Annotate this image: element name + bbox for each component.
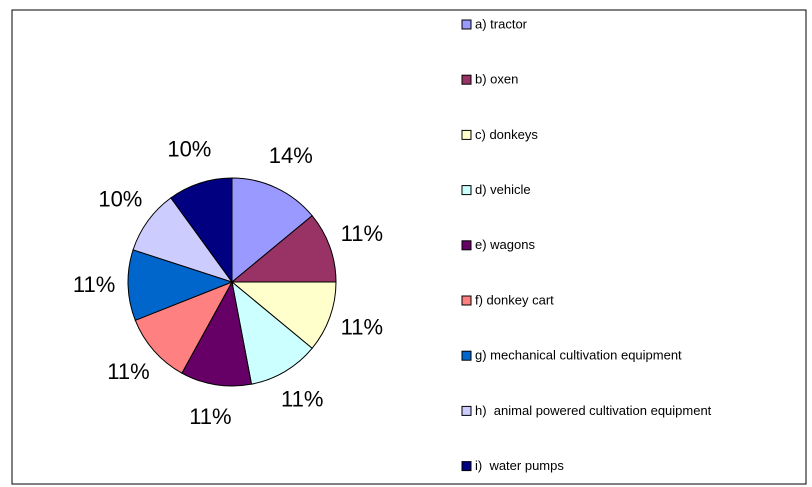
legend-swatch xyxy=(461,185,472,196)
value-label: 10% xyxy=(98,187,142,212)
value-label: 10% xyxy=(167,137,211,162)
legend-swatch xyxy=(461,129,472,140)
pie-slice xyxy=(170,177,233,284)
legend-label: h) animal powered cultivation equipment xyxy=(475,403,712,418)
legend-label: a) tractor xyxy=(475,16,528,31)
legend-swatch xyxy=(461,240,472,251)
legend-label: d) vehicle xyxy=(475,182,531,197)
legend-swatch xyxy=(461,461,472,472)
value-label: 11% xyxy=(189,404,231,429)
value-label: 11% xyxy=(107,359,149,384)
value-label: 11% xyxy=(281,387,323,412)
legend-swatch xyxy=(461,74,472,85)
legend-label: b) oxen xyxy=(475,72,518,87)
legend-swatch xyxy=(461,19,472,30)
pie-slice xyxy=(127,249,234,321)
pie-slice xyxy=(231,177,313,284)
legend-label: c) donkeys xyxy=(475,127,538,142)
pie-slice xyxy=(231,280,313,385)
pie-slice xyxy=(181,280,253,387)
value-label: 14% xyxy=(269,143,313,168)
value-label: 11% xyxy=(73,272,115,297)
legend-swatch xyxy=(461,405,472,416)
legend-swatch xyxy=(461,350,472,361)
legend-swatch xyxy=(461,295,472,306)
pie-slice xyxy=(230,215,337,283)
value-label: 11% xyxy=(341,221,383,246)
pie-slice xyxy=(134,281,234,374)
legend-label: e) wagons xyxy=(475,237,535,252)
legend-label: g) mechanical cultivation equipment xyxy=(475,348,682,363)
value-label: 11% xyxy=(341,315,383,340)
legend-label: i) water pumps xyxy=(475,458,564,473)
pie-slice xyxy=(230,281,337,349)
legend-label: f) donkey cart xyxy=(475,292,554,307)
